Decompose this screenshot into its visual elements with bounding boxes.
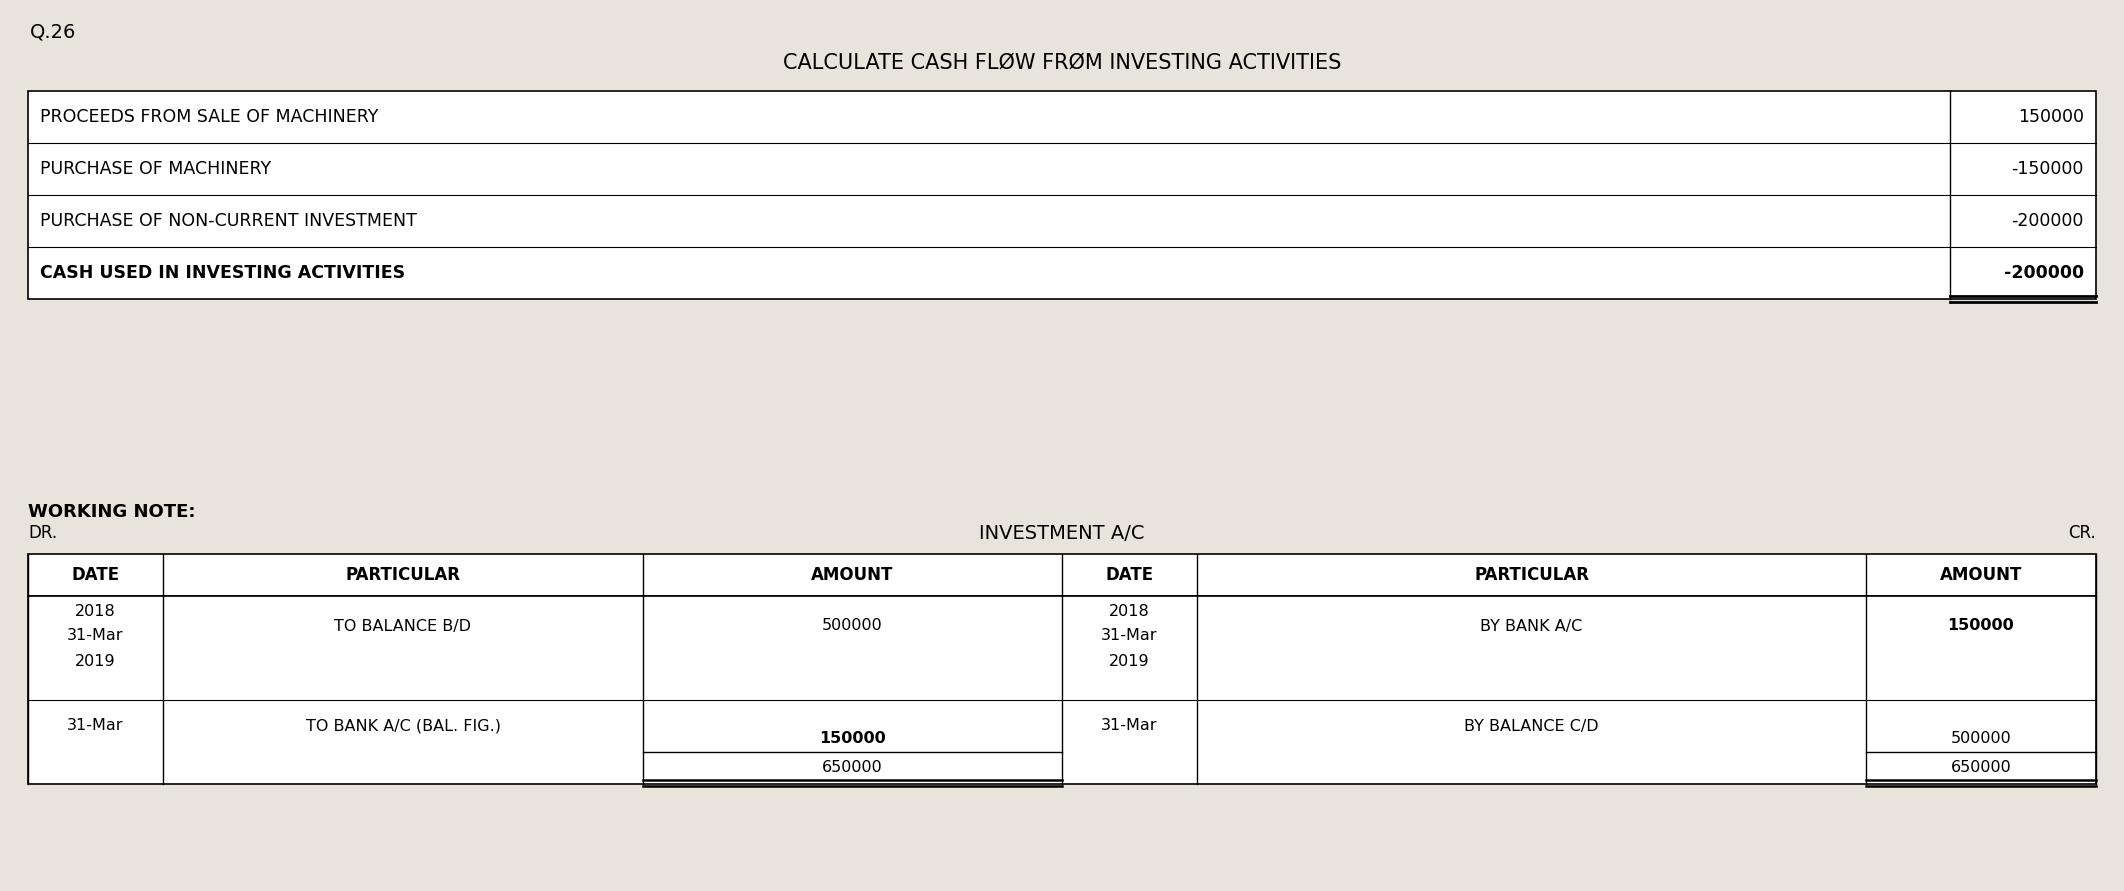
Text: PURCHASE OF NON-CURRENT INVESTMENT: PURCHASE OF NON-CURRENT INVESTMENT	[40, 212, 416, 230]
Text: 2019: 2019	[74, 654, 117, 669]
Text: 2019: 2019	[1109, 654, 1149, 669]
Text: INVESTMENT A/C: INVESTMENT A/C	[979, 524, 1145, 543]
Text: 31-Mar: 31-Mar	[68, 628, 123, 643]
Text: CASH USED IN INVESTING ACTIVITIES: CASH USED IN INVESTING ACTIVITIES	[40, 264, 406, 282]
Text: -150000: -150000	[2011, 160, 2084, 178]
Text: PROCEEDS FROM SALE OF MACHINERY: PROCEEDS FROM SALE OF MACHINERY	[40, 108, 378, 126]
Text: 2018: 2018	[1109, 604, 1149, 619]
Text: 31-Mar: 31-Mar	[1100, 718, 1158, 733]
Text: PARTICULAR: PARTICULAR	[346, 566, 461, 584]
Text: PARTICULAR: PARTICULAR	[1474, 566, 1589, 584]
Text: BY BANK A/C: BY BANK A/C	[1480, 618, 1582, 634]
Text: AMOUNT: AMOUNT	[1939, 566, 2022, 584]
Text: 31-Mar: 31-Mar	[1100, 628, 1158, 643]
Text: DATE: DATE	[1104, 566, 1153, 584]
Text: WORKING NOTE:: WORKING NOTE:	[28, 503, 195, 521]
Text: 2018: 2018	[74, 604, 117, 619]
Text: 150000: 150000	[1948, 618, 2014, 634]
Text: DR.: DR.	[28, 524, 57, 542]
Text: 650000: 650000	[822, 761, 884, 775]
Text: 650000: 650000	[1950, 761, 2011, 775]
Text: Q.26: Q.26	[30, 23, 76, 42]
Bar	[28, 91, 2096, 299]
Text: 150000: 150000	[820, 731, 886, 746]
Text: CALCULATE CASH FLØW FRØM INVESTING ACTIVITIES: CALCULATE CASH FLØW FRØM INVESTING ACTIV…	[784, 53, 1340, 73]
Text: -200000: -200000	[2011, 212, 2084, 230]
Text: TO BANK A/C (BAL. FIG.): TO BANK A/C (BAL. FIG.)	[306, 718, 501, 733]
Text: 150000: 150000	[2018, 108, 2084, 126]
Bar	[28, 596, 2096, 784]
Text: BY BALANCE C/D: BY BALANCE C/D	[1463, 718, 1599, 733]
Bar	[28, 554, 2096, 596]
Text: CR.: CR.	[2069, 524, 2096, 542]
Text: PURCHASE OF MACHINERY: PURCHASE OF MACHINERY	[40, 160, 272, 178]
Text: TO BALANCE B/D: TO BALANCE B/D	[333, 618, 472, 634]
Text: DATE: DATE	[72, 566, 119, 584]
Text: -200000: -200000	[2003, 264, 2084, 282]
Text: 31-Mar: 31-Mar	[68, 718, 123, 733]
Text: 500000: 500000	[822, 618, 884, 634]
Text: AMOUNT: AMOUNT	[811, 566, 894, 584]
Text: 500000: 500000	[1950, 731, 2011, 746]
